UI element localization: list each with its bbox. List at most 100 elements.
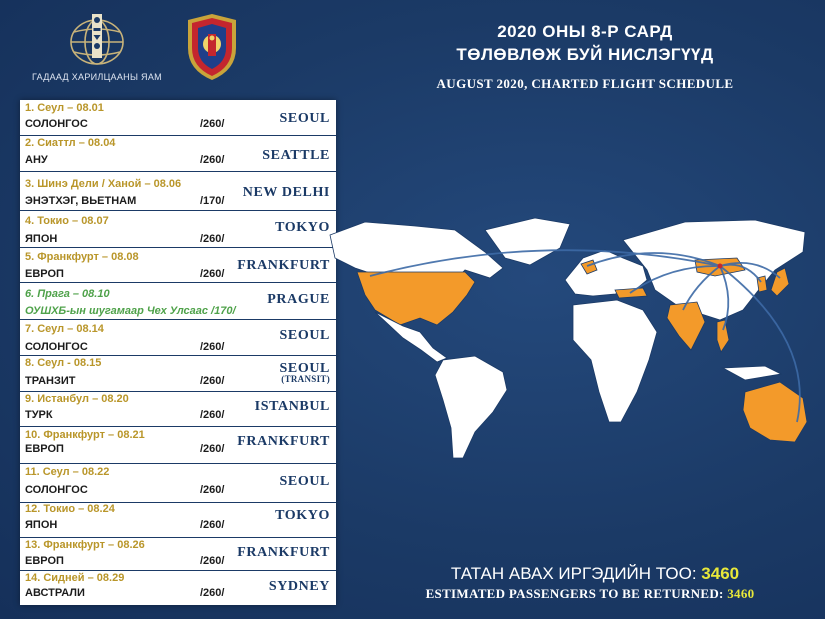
globe-soyombo-icon xyxy=(70,14,124,65)
flight-schedule-list: 1. Сеул – 08.01 СОЛОНГОС /260/ SEOUL 2. … xyxy=(20,100,336,605)
south-america-land xyxy=(434,355,508,459)
flight-country: ТУРК xyxy=(25,409,53,421)
flight-passengers: /260/ xyxy=(200,555,225,567)
flight-row-4: 4. Токио – 08.07 ЯПОН /260/ TOKYO xyxy=(20,210,336,248)
arc-sydney xyxy=(719,265,801,423)
flight-destination: SYDNEY xyxy=(269,579,330,595)
world-map xyxy=(329,217,808,459)
flight-country: СОЛОНГОС xyxy=(25,484,88,496)
flight-destination: TOKYO xyxy=(275,508,330,524)
destination-name: SYDNEY xyxy=(268,579,330,594)
total-value-en: 3460 xyxy=(727,586,755,601)
flight-route: 3. Шинэ Дели / Ханой – 08.06 xyxy=(25,178,182,190)
destination-name: FRANKFURT xyxy=(237,434,330,449)
flight-destination: FRANKFURT xyxy=(237,258,330,274)
flight-destination: FRANKFURT xyxy=(237,545,330,561)
title-mongolian-line1: 2020 ОНЫ 8-Р САРД xyxy=(497,22,673,41)
japan-destination xyxy=(770,267,790,297)
flight-row-14: 14. Сидней – 08.29 АВСТРАЛИ /260/ SYDNEY xyxy=(20,570,336,605)
flight-route: 2. Сиаттл – 08.04 xyxy=(25,137,116,149)
flight-destination: NEW DELHI xyxy=(243,185,330,201)
total-passengers-mongolian: ТАТАН АВАХ ИРГЭДИЙН ТОО: 3460 xyxy=(405,564,785,584)
flight-route: 4. Токио – 08.07 xyxy=(25,215,109,227)
arc-tokyo xyxy=(719,261,781,279)
flight-row-5: 5. Франкфурт – 08.08 ЕВРОП /260/ FRANKFU… xyxy=(20,247,336,283)
flight-row-8: 8. Сеул - 08.15 ТРАНЗИТ /260/ SEOUL (TRAN… xyxy=(20,355,336,392)
destination-name: SEOUL xyxy=(279,361,330,376)
flight-route: 5. Франкфурт – 08.08 xyxy=(25,251,139,263)
flight-country: АНУ xyxy=(25,154,48,166)
flight-row-6: 6. Прага – 08.10 ОУШХБ-ын шугамаар Чех У… xyxy=(20,282,336,320)
flight-destination: TOKYO xyxy=(275,220,330,236)
arc-seattle xyxy=(369,249,721,277)
flight-passengers: /260/ xyxy=(200,519,225,531)
flight-country: ТРАНЗИТ xyxy=(25,375,76,387)
indonesia-land xyxy=(721,365,783,381)
total-passengers-english: ESTIMATED PASSENGERS TO BE RETURNED: 346… xyxy=(380,586,800,602)
flight-destination: SEOUL xyxy=(280,111,330,127)
australia-destination xyxy=(742,381,808,443)
flight-routes xyxy=(369,249,801,423)
destination-name: SEOUL xyxy=(279,474,330,489)
flight-route: 10. Франкфурт – 08.21 xyxy=(25,429,145,441)
total-value-mn: 3460 xyxy=(701,564,740,583)
flight-row-1: 1. Сеул – 08.01 СОЛОНГОС /260/ SEOUL xyxy=(20,100,336,136)
flight-row-7: 7. Сеул – 08.14 СОЛОНГОС /260/ SEOUL xyxy=(20,319,336,356)
flight-country: ЯПОН xyxy=(25,233,58,245)
shield-emblem-icon xyxy=(188,14,236,80)
flight-passengers: /260/ xyxy=(200,409,225,421)
flight-country: АВСТРАЛИ xyxy=(25,587,85,599)
central-america-land xyxy=(374,311,448,363)
flight-passengers: /260/ xyxy=(200,118,225,130)
arc-frankfurt xyxy=(586,252,721,267)
usa-destination xyxy=(356,271,476,326)
flight-route: 7. Сеул – 08.14 xyxy=(25,323,104,335)
destination-name: SEATTLE xyxy=(262,148,330,163)
flight-row-2: 2. Сиаттл – 08.04 АНУ /260/ SEATTLE xyxy=(20,135,336,172)
flight-row-3: 3. Шинэ Дели / Ханой – 08.06 ЭНЭТХЭГ, ВЬ… xyxy=(20,171,336,211)
flight-passengers: /260/ xyxy=(200,375,225,387)
india-destination xyxy=(666,301,706,351)
flight-country: ЕВРОП xyxy=(25,443,64,455)
agency-emblem xyxy=(186,12,238,87)
flight-destination: SEATTLE xyxy=(262,148,330,164)
flight-route: 12. Токио – 08.24 xyxy=(25,503,115,515)
flight-route: 14. Сидней – 08.29 xyxy=(25,572,125,584)
flight-row-13: 13. Франкфурт – 08.26 ЕВРОП /260/ FRANKF… xyxy=(20,537,336,571)
total-label-en: ESTIMATED PASSENGERS TO BE RETURNED: xyxy=(425,586,728,601)
destination-name: NEW DELHI xyxy=(242,185,330,200)
flight-destination: SEOUL xyxy=(280,328,330,344)
title-mongolian-line2: ТӨЛӨВЛӨЖ БУЙ НИСЛЭГҮҮД xyxy=(456,45,714,64)
flight-row-12: 12. Токио – 08.24 ЯПОН /260/ TOKYO xyxy=(20,502,336,538)
flight-passengers: /260/ xyxy=(200,154,225,166)
flight-passengers: /170/ xyxy=(200,195,225,207)
arc-hanoi xyxy=(719,265,730,331)
destination-name: PRAGUE xyxy=(267,292,330,307)
flight-country: ОУШХБ-ын шугамаар Чех Улсаас /170/ xyxy=(25,305,236,317)
destination-name: SEOUL xyxy=(279,328,330,343)
destination-name: TOKYO xyxy=(275,508,330,523)
arc-istanbul xyxy=(629,265,721,294)
canada-land xyxy=(329,221,504,283)
destination-name: FRANKFURT xyxy=(237,545,330,560)
total-label-mn: ТАТАН АВАХ ИРГЭДИЙН ТОО: xyxy=(450,564,702,583)
flight-row-11: 11. Сеул – 08.22 СОЛОНГОС /260/ SEOUL xyxy=(20,463,336,503)
ministry-name: ГАДААД ХАРИЛЦААНЫ ЯАМ xyxy=(32,72,162,82)
flight-route: 11. Сеул – 08.22 xyxy=(25,466,110,478)
title-english: AUGUST 2020, CHARTED FLIGHT SCHEDULE xyxy=(436,76,734,91)
destination-name: TOKYO xyxy=(275,220,330,235)
arc-delhi xyxy=(682,265,721,311)
flight-row-9: 9. Истанбул – 08.20 ТУРК /260/ ISTANBUL xyxy=(20,391,336,427)
africa-land xyxy=(572,299,658,423)
flight-passengers: /260/ xyxy=(200,268,225,280)
flight-route: 9. Истанбул – 08.20 xyxy=(25,393,129,405)
flight-destination: ISTANBUL xyxy=(255,399,330,415)
flight-route: 6. Прага – 08.10 xyxy=(25,288,110,300)
europe-land xyxy=(564,249,648,297)
destination-note: (TRANSIT) xyxy=(281,374,330,384)
flight-destination: SEOUL (TRANSIT) xyxy=(280,361,330,384)
vietnam-destination xyxy=(716,319,730,353)
flight-passengers: /260/ xyxy=(200,443,225,455)
destination-name: ISTANBUL xyxy=(254,399,330,414)
